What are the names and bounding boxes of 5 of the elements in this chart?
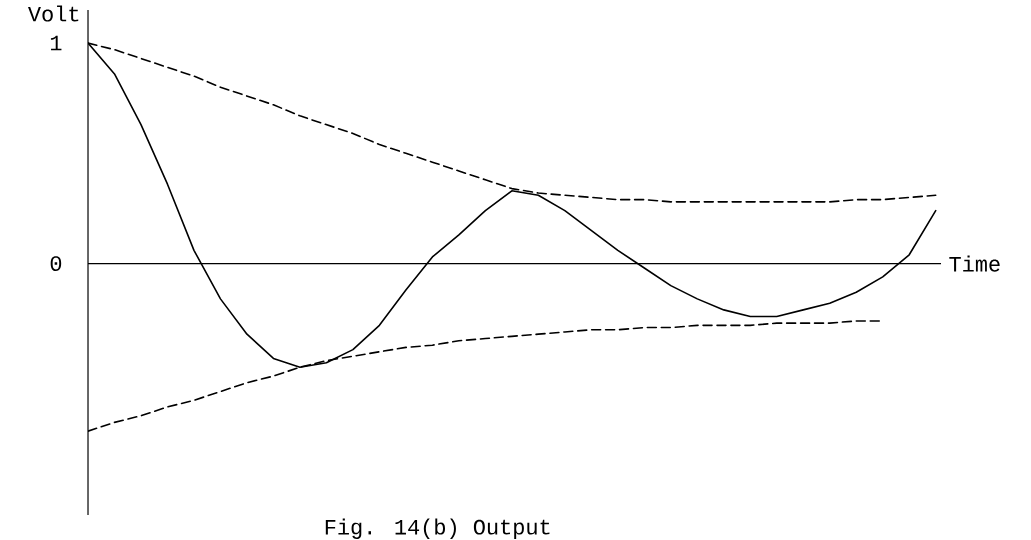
y-tick-label: 0 xyxy=(50,256,62,272)
y-axis-title: Volt xyxy=(28,5,79,22)
y-tick-label: 1 xyxy=(50,35,62,51)
x-axis-title: Time xyxy=(949,255,1000,272)
text: Fig. 14(b) Output xyxy=(325,518,550,539)
